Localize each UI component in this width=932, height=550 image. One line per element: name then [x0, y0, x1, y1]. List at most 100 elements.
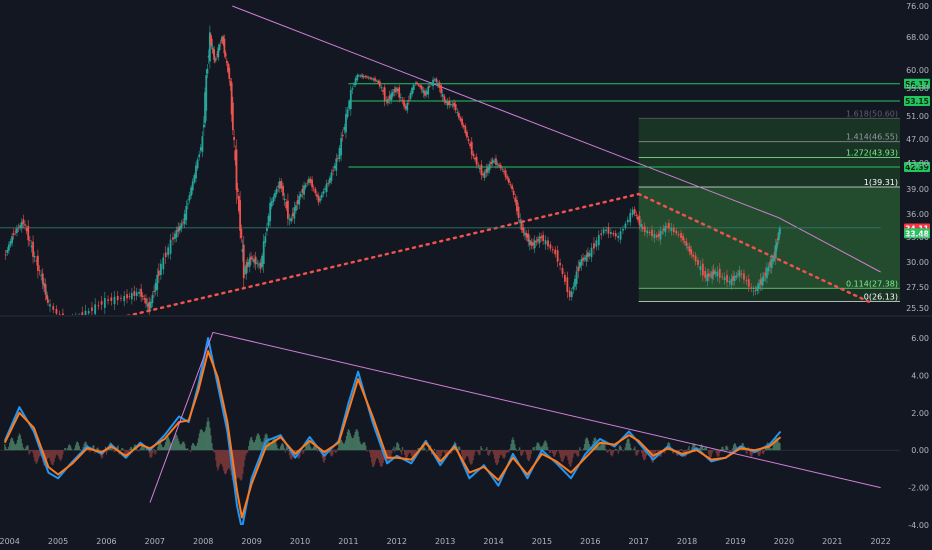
osc-histogram-bar — [574, 450, 576, 453]
osc-histogram-bar — [443, 450, 445, 453]
price-candle — [178, 226, 181, 231]
price-candle — [222, 36, 225, 45]
osc-histogram-bar — [704, 446, 707, 451]
osc-histogram-bar — [298, 450, 300, 459]
osc-histogram-bar — [607, 450, 609, 453]
osc-histogram-bar — [526, 450, 529, 460]
osc-histogram-bar — [83, 443, 85, 451]
price-candle — [87, 311, 90, 314]
price-candle — [14, 231, 17, 233]
price-candle — [528, 240, 531, 245]
osc-histogram-bar — [12, 440, 15, 451]
price-candle — [35, 260, 38, 262]
osc-histogram-bar — [445, 450, 447, 458]
price-candle — [116, 296, 119, 301]
osc-histogram-bar — [51, 450, 53, 466]
price-candle — [393, 88, 396, 93]
osc-tick-label: 0.00 — [911, 446, 929, 455]
osc-histogram-bar — [504, 450, 506, 458]
price-candle — [382, 90, 384, 92]
osc-histogram-bar — [268, 441, 270, 451]
osc-histogram-bar — [220, 450, 222, 464]
osc-histogram-bar — [703, 448, 706, 451]
osc-histogram-bar — [351, 438, 353, 451]
osc-histogram-bar — [129, 448, 131, 451]
osc-histogram-bar — [733, 443, 736, 451]
x-tick-label: 2017 — [629, 537, 649, 546]
osc-histogram-bar — [521, 450, 523, 457]
price-candle — [482, 173, 484, 176]
osc-histogram-bar — [93, 445, 95, 451]
osc-histogram-bar — [524, 450, 527, 452]
osc-histogram-bar — [533, 447, 535, 451]
osc-histogram-bar — [424, 448, 426, 451]
price-panel: 1.618(50.60) 1.414(46.55) 1.272(43.93) 1(39… — [0, 5, 900, 315]
price-candle — [123, 295, 126, 302]
x-tick-label: 2016 — [580, 537, 600, 546]
osc-tick-label: 2.00 — [911, 409, 929, 418]
osc-histogram-bar — [45, 450, 48, 463]
osc-histogram-bar — [289, 450, 291, 459]
price-candle — [223, 38, 226, 54]
osc-histogram-bar — [651, 450, 653, 463]
osc-histogram-bar — [540, 447, 542, 451]
price-candle — [432, 79, 434, 87]
osc-histogram-bar — [148, 450, 150, 453]
osc-histogram-bar — [378, 450, 380, 463]
osc-histogram-bar — [354, 431, 356, 451]
price-candle — [233, 136, 235, 141]
osc-histogram-bar — [620, 447, 622, 451]
price-candle — [183, 213, 186, 225]
price-candle — [398, 87, 401, 98]
price-candle — [640, 224, 643, 228]
price-candle — [130, 293, 133, 300]
osc-histogram-bar — [369, 450, 371, 453]
osc-histogram-bar — [55, 450, 57, 456]
price-candle — [424, 90, 426, 96]
osc-histogram-bar — [130, 446, 132, 451]
osc-histogram-bar — [376, 450, 379, 458]
osc-histogram-bar — [223, 450, 226, 474]
price-candle — [491, 159, 494, 164]
osc-histogram-bar — [488, 450, 490, 456]
osc-histogram-bar — [629, 443, 631, 451]
price-candle — [298, 195, 301, 205]
osc-histogram-bar — [314, 443, 317, 451]
price-candle — [631, 209, 634, 216]
price-candle — [483, 172, 486, 178]
price-tick-label: 33.00 — [906, 233, 929, 242]
osc-histogram-bar — [406, 450, 409, 458]
osc-histogram-bar — [260, 441, 262, 451]
osc-histogram-bar — [389, 450, 391, 462]
x-tick-label: 2009 — [241, 537, 261, 546]
osc-histogram-bar — [671, 450, 674, 454]
price-candle — [487, 166, 489, 173]
osc-histogram-bar — [59, 450, 61, 461]
price-candle — [370, 78, 373, 80]
price-candle — [664, 225, 667, 233]
price-candle — [709, 274, 712, 276]
price-candle — [126, 294, 128, 299]
osc-histogram-bar — [329, 450, 331, 454]
price-candle — [154, 282, 157, 292]
price-candle — [133, 291, 136, 296]
osc-histogram-bar — [155, 450, 157, 454]
x-tick-label: 2005 — [48, 537, 68, 546]
price-candle — [694, 255, 697, 262]
osc-histogram-bar — [570, 450, 572, 467]
price-candle — [354, 78, 357, 86]
x-tick-label: 2004 — [0, 537, 20, 546]
osc-histogram-bar — [212, 448, 214, 451]
osc-histogram-bar — [729, 450, 731, 453]
osc-histogram-bar — [726, 445, 728, 451]
osc-histogram-bar — [345, 436, 348, 451]
osc-histogram-bar — [548, 450, 550, 451]
osc-histogram-bar — [466, 450, 469, 456]
osc-histogram-bar — [562, 450, 564, 462]
price-candle — [602, 229, 605, 234]
x-tick-label: 2015 — [532, 537, 552, 546]
price-candle — [470, 141, 473, 155]
price-candle — [699, 265, 702, 270]
price-candle — [464, 126, 467, 134]
price-candle — [662, 228, 665, 231]
